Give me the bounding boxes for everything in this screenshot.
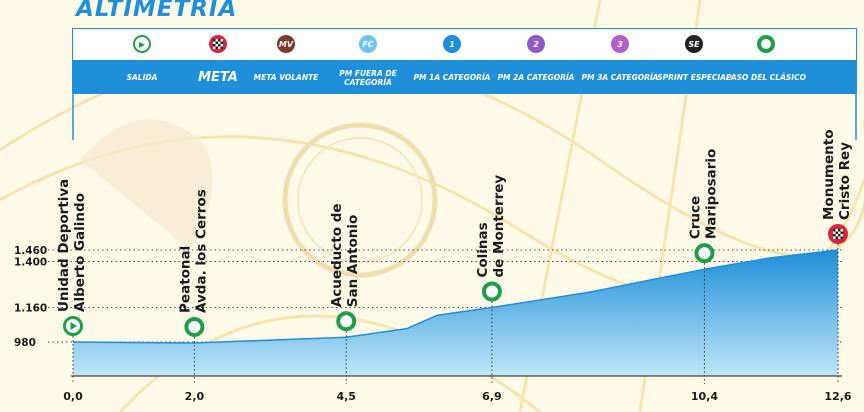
waypoint-label-line: de Monterrey (491, 175, 507, 278)
flag-square (833, 229, 836, 232)
legend-label: META (198, 70, 238, 85)
mountain-3-icon: 3 (611, 35, 629, 53)
legend-item-paso: PASO DEL CLÁSICO (721, 28, 811, 94)
fc-icon: FC (359, 35, 377, 53)
legend-label: PM 2A CATEGORÍA (497, 73, 575, 82)
y-tick-label: 1.160 (14, 303, 47, 315)
waypoint-label: Acueducto deSan Antonio (329, 203, 361, 307)
waypoint-label: MonumentoCristo Rey (821, 130, 853, 221)
x-tick-label: 2,0 (185, 390, 205, 403)
flag-square (838, 234, 841, 237)
waypoint-label-line: Avda. los Cerros (193, 189, 209, 313)
legend-item-salida: ▶ SALIDA (97, 28, 187, 94)
legend-item-pm-fuera: FC PM FUERA DE CATEGORÍA (323, 28, 413, 94)
waypoint-marker (184, 316, 205, 337)
ring-icon (336, 311, 357, 332)
ring-icon (694, 243, 715, 264)
start-marker (63, 316, 83, 336)
flag-square (835, 231, 838, 234)
legend-label: META VOLANTE (253, 73, 319, 82)
ring-icon (757, 35, 775, 53)
flag-square (840, 236, 843, 239)
legend-item-pm-3a: 3 PM 3A CATEGORÍA (575, 28, 665, 94)
legend-label: PM 1A CATEGORÍA (413, 73, 491, 82)
waypoint-label-line: Cristo Rey (837, 142, 853, 220)
legend-item-pm-2a: 2 PM 2A CATEGORÍA (491, 28, 581, 94)
page-title: ALTIMETRÍA (76, 0, 238, 22)
waypoint-label-line: Colinas (475, 222, 491, 277)
legend-label: PASO DEL CLÁSICO (726, 73, 806, 82)
waypoint-label-line: Monumento (821, 130, 837, 221)
waypoint-label-line: Cruce (687, 196, 703, 239)
flag-square (835, 236, 838, 239)
flag-square (838, 229, 841, 232)
waypoint-label: Colinasde Monterrey (475, 175, 507, 278)
play-triangle (70, 322, 77, 330)
mv-icon: MV (277, 35, 295, 53)
y-tick-label: 1.460 (14, 245, 47, 257)
elevation-line (72, 249, 839, 344)
waypoint-label: PeatonalAvda. los Cerros (177, 189, 209, 313)
legend-item-meta-volante: MV META VOLANTE (241, 28, 331, 94)
play-icon: ▶ (133, 35, 151, 53)
legend-label: SPRINT ESPECIAL (657, 73, 731, 82)
legend: ▶ SALIDA META MV META VOLANTE FC PM FUERA DE C… (72, 28, 857, 94)
legend-icon-row (72, 28, 857, 61)
waypoint-label-line: Acueducto de (329, 203, 345, 307)
legend-label: SALIDA (126, 73, 158, 82)
waypoint-label-line: San Antonio (345, 215, 361, 307)
waypoint-marker (481, 281, 502, 302)
waypoint-label-line: Peatonal (177, 246, 193, 313)
legend-label: PM FUERA DE CATEGORÍA (339, 68, 397, 87)
waypoint-label-line: Alberto Galindo (72, 193, 88, 312)
waypoint-label-line: Mariposario (703, 149, 719, 239)
x-tick-label: 10,4 (691, 390, 718, 403)
legend-label: PM 3A CATEGORÍA (581, 73, 659, 82)
flag-square (833, 234, 836, 237)
waypoint-label: Unidad DeportivaAlberto Galindo (56, 179, 88, 312)
finish-marker (828, 224, 848, 244)
x-tick-label: 4,5 (336, 390, 356, 403)
ring-icon (184, 316, 205, 337)
x-tick-label: 0,0 (63, 390, 83, 403)
waypoint-marker (694, 243, 715, 264)
legend-label-row (72, 61, 857, 94)
legend-item-meta: META (173, 28, 263, 94)
ring-icon (481, 281, 502, 302)
y-tick-label: 980 (14, 337, 36, 349)
y-tick-label: 1.400 (14, 257, 47, 269)
mountain-2-icon: 2 (527, 35, 545, 53)
se-icon: SE (685, 35, 703, 53)
legend-item-sprint: SE SPRINT ESPECIAL (649, 28, 739, 94)
mountain-1-icon: 1 (443, 35, 461, 53)
waypoint-label: CruceMariposario (687, 149, 719, 239)
waypoint-label-line: Unidad Deportiva (56, 179, 72, 312)
legend-item-pm-1a: 1 PM 1A CATEGORÍA (407, 28, 497, 94)
flag-square (840, 231, 843, 234)
checkered-flag-icon (209, 35, 227, 53)
x-tick-label: 12,6 (824, 390, 851, 403)
x-tick-label: 6,9 (482, 390, 502, 403)
waypoint-marker (336, 311, 357, 332)
